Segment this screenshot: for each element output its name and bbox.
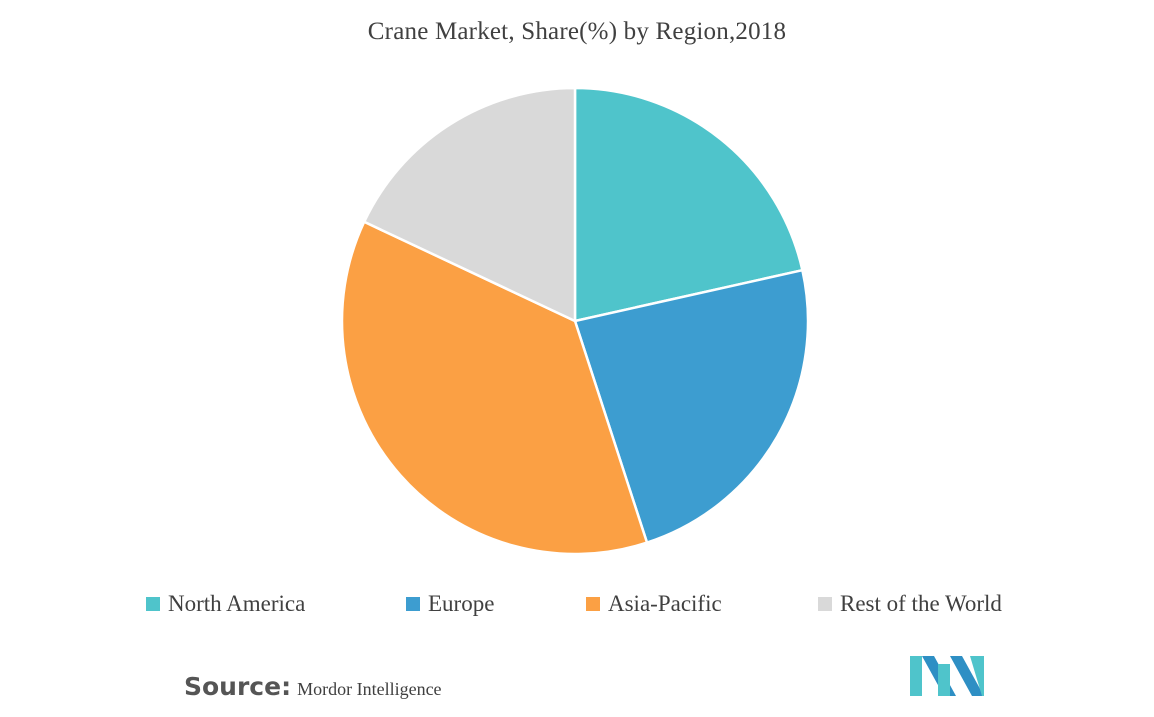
- legend-swatch-rest-of-the-world: [818, 597, 832, 611]
- legend-swatch-asia-pacific: [586, 597, 600, 611]
- logo-shape-left: [910, 656, 922, 696]
- legend-label-north-america: North America: [168, 591, 306, 616]
- legend-swatch-europe: [406, 597, 420, 611]
- legend-item-north-america[interactable]: North America: [146, 591, 305, 617]
- source-label: Source:: [184, 672, 292, 701]
- legend-item-rest-of-the-world[interactable]: Rest of the World: [818, 591, 1002, 617]
- source-text: Mordor Intelligence: [297, 679, 442, 699]
- pie-slice-asia-pacific[interactable]: [340, 220, 649, 556]
- logo-shape-mid: [938, 664, 950, 696]
- legend-label-europe: Europe: [428, 591, 495, 616]
- pie-slice-rest-of-the-world[interactable]: [362, 86, 577, 323]
- legend-label-asia-pacific: Asia-Pacific: [608, 591, 722, 616]
- source-note: Source: Mordor Intelligence: [184, 672, 442, 701]
- legend: North America Europe Asia-Pacific Rest o…: [0, 591, 1154, 623]
- chart-title: Crane Market, Share(%) by Region,2018: [367, 18, 787, 45]
- legend-item-asia-pacific[interactable]: Asia-Pacific: [586, 591, 722, 617]
- logo-shape-right: [970, 656, 984, 696]
- pie-slice-europe[interactable]: [573, 268, 810, 544]
- legend-label-rest-of-the-world: Rest of the World: [840, 591, 1002, 616]
- mordor-intelligence-logo: [910, 656, 984, 696]
- pie-slice-north-america[interactable]: [573, 86, 804, 323]
- legend-item-europe[interactable]: Europe: [406, 591, 494, 617]
- logo-shape-diag-2: [950, 656, 984, 696]
- legend-swatch-north-america: [146, 597, 160, 611]
